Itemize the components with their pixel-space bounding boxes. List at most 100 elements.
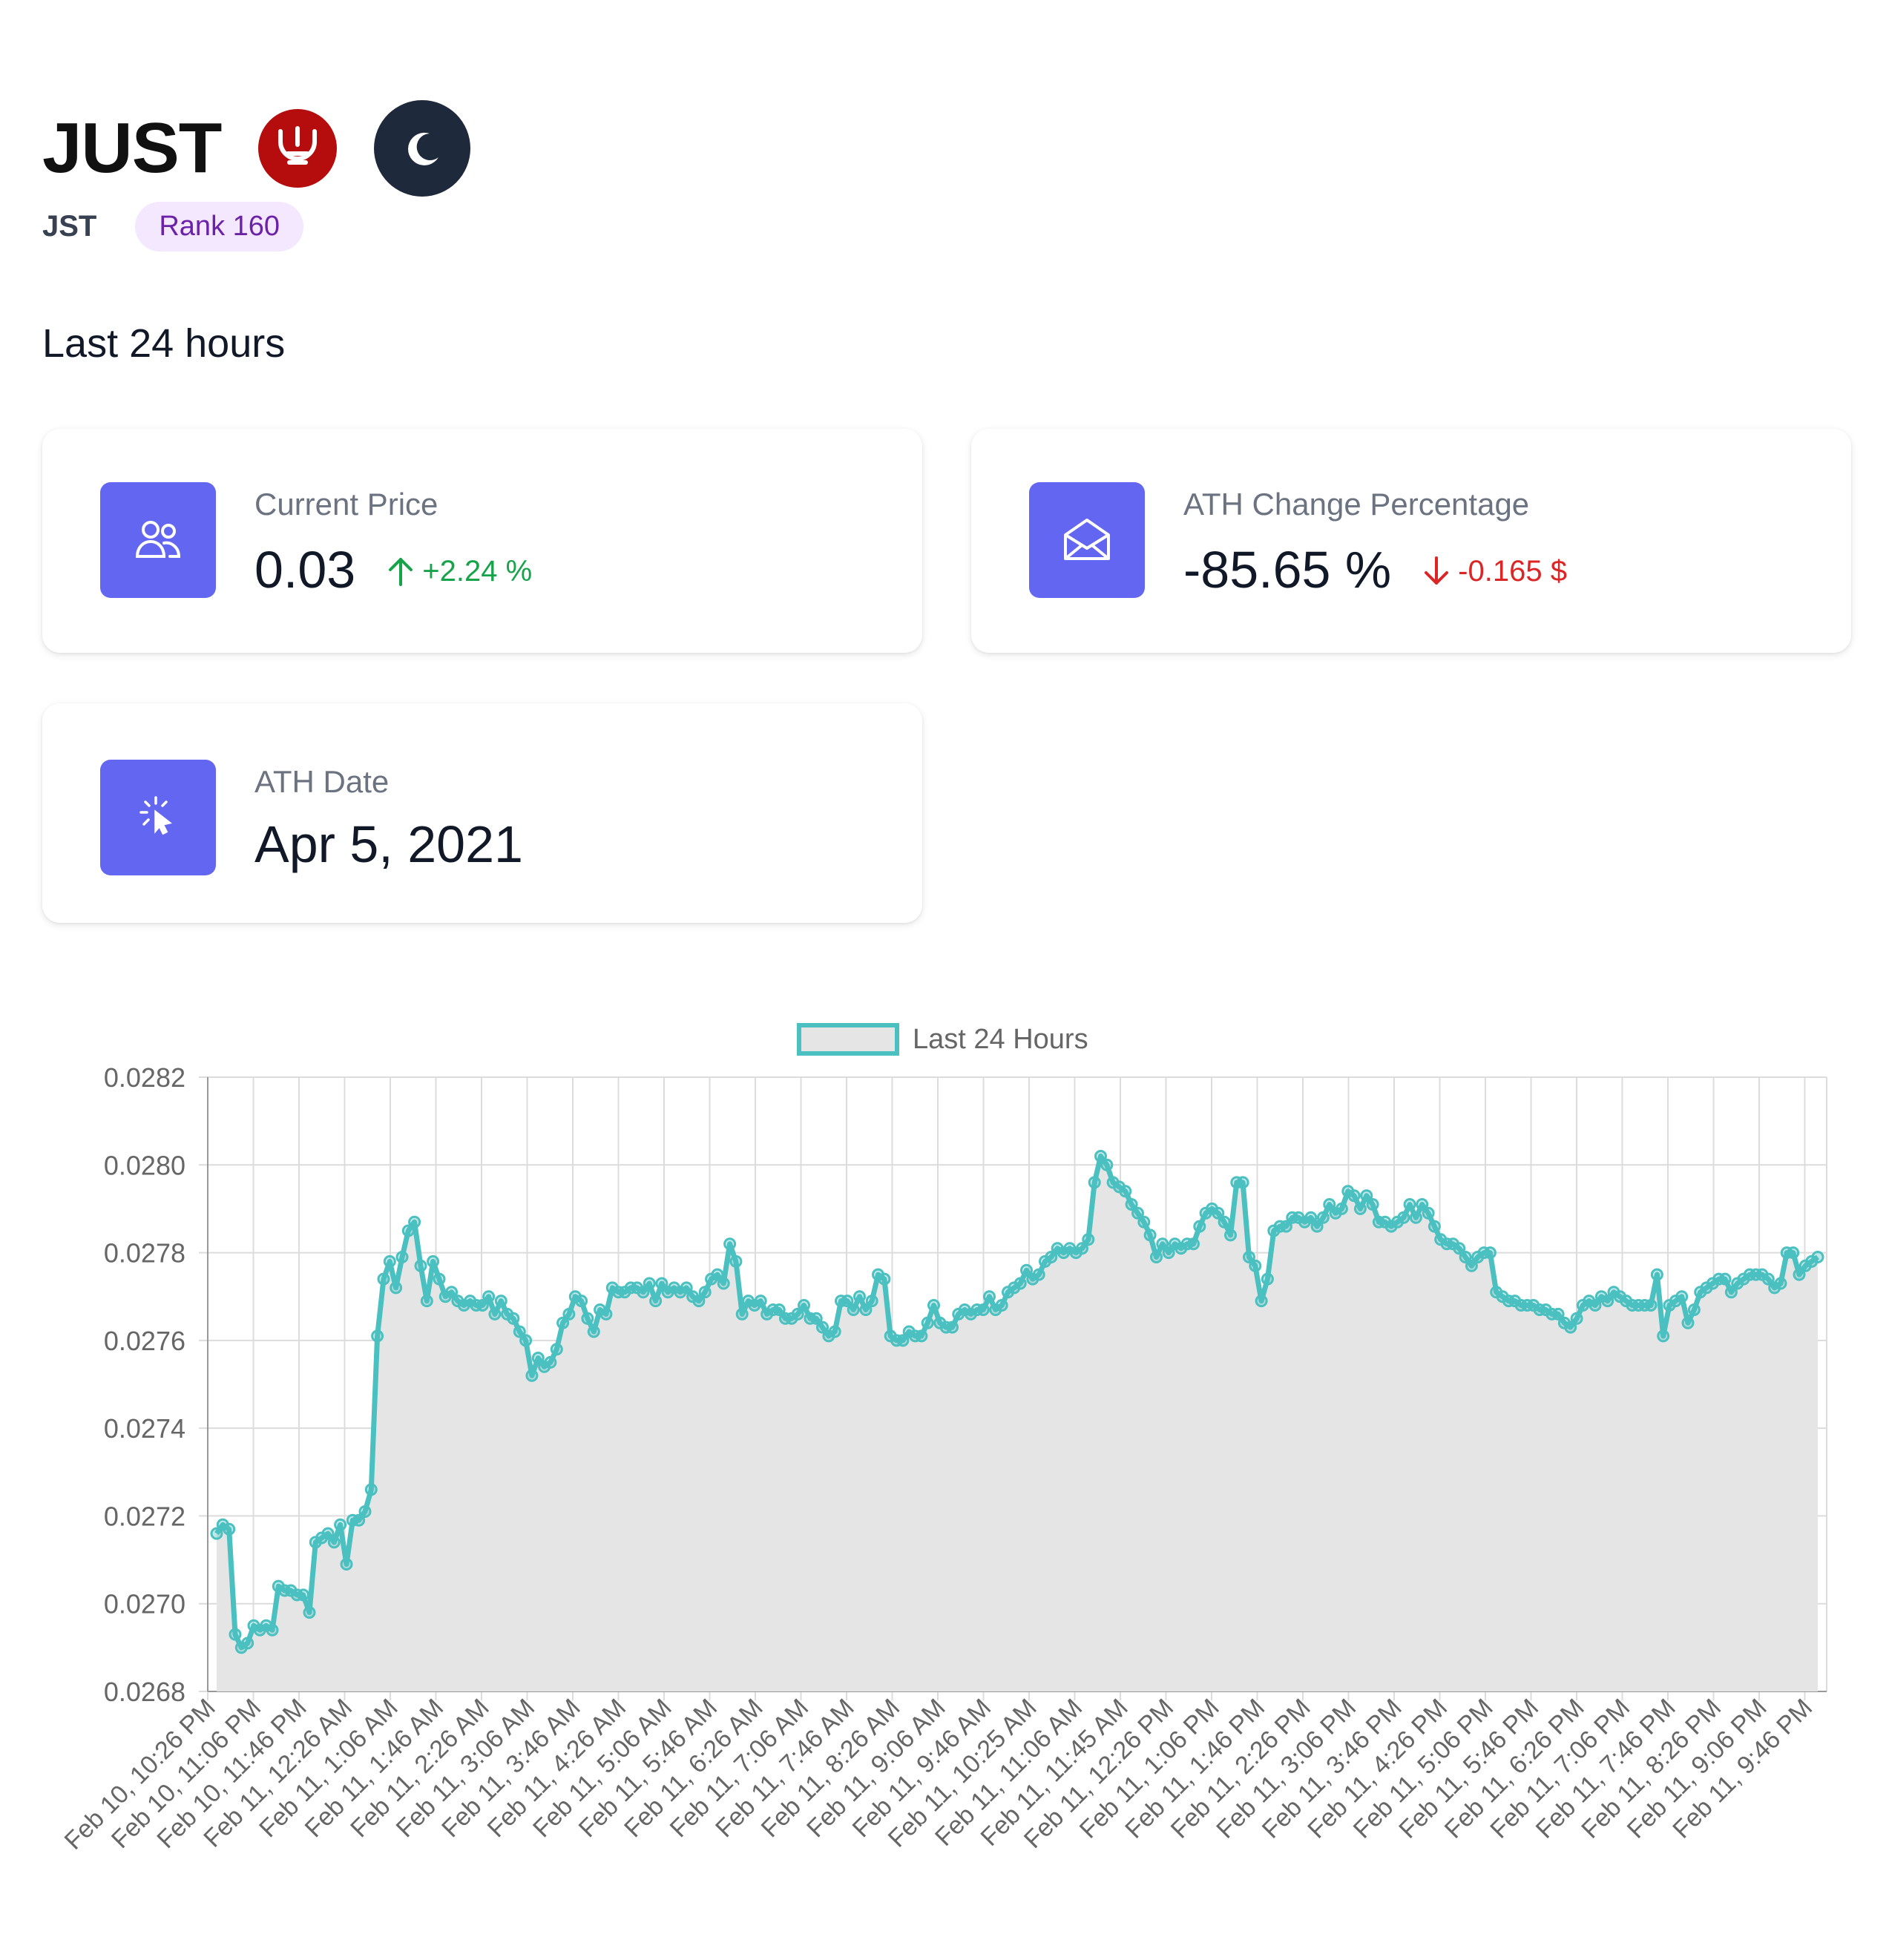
data-point[interactable] [297, 1588, 310, 1602]
data-point[interactable] [816, 1321, 829, 1334]
data-point[interactable] [791, 1307, 804, 1321]
data-point[interactable] [241, 1637, 254, 1650]
data-point[interactable] [1483, 1246, 1497, 1260]
data-point[interactable] [859, 1303, 873, 1316]
data-point[interactable] [1243, 1251, 1255, 1263]
data-point[interactable] [1131, 1206, 1144, 1220]
data-point[interactable] [1687, 1303, 1701, 1316]
data-point[interactable] [371, 1329, 384, 1343]
data-point[interactable] [581, 1312, 594, 1325]
data-point[interactable] [1564, 1321, 1577, 1334]
data-point[interactable] [1601, 1295, 1614, 1308]
data-point[interactable] [1304, 1211, 1318, 1224]
data-point[interactable] [513, 1325, 526, 1338]
data-point[interactable] [507, 1312, 520, 1325]
data-point[interactable] [1570, 1312, 1583, 1325]
data-point[interactable] [723, 1237, 737, 1251]
data-point[interactable] [587, 1325, 600, 1338]
data-point[interactable] [1774, 1277, 1787, 1290]
data-point[interactable] [946, 1321, 959, 1334]
data-point[interactable] [1323, 1198, 1336, 1211]
data-point[interactable] [377, 1272, 390, 1286]
data-point[interactable] [1360, 1189, 1373, 1203]
data-point[interactable] [1335, 1202, 1348, 1215]
data-point[interactable] [482, 1290, 496, 1303]
data-point[interactable] [1193, 1220, 1206, 1233]
data-point[interactable] [729, 1254, 743, 1268]
data-point[interactable] [420, 1295, 433, 1308]
data-point[interactable] [1143, 1229, 1157, 1242]
data-point[interactable] [878, 1272, 891, 1286]
data-point[interactable] [303, 1606, 316, 1619]
data-point[interactable] [1761, 1272, 1775, 1286]
data-point[interactable] [1422, 1206, 1435, 1220]
data-point[interactable] [754, 1295, 767, 1308]
data-point[interactable] [809, 1312, 823, 1325]
data-point[interactable] [476, 1299, 489, 1312]
data-point[interactable] [364, 1483, 378, 1496]
data-point[interactable] [1249, 1259, 1262, 1272]
data-point[interactable] [1224, 1229, 1237, 1242]
data-point[interactable] [550, 1343, 563, 1356]
data-point[interactable] [1650, 1268, 1663, 1281]
data-point[interactable] [865, 1295, 878, 1308]
data-point[interactable] [1119, 1185, 1132, 1198]
data-point[interactable] [210, 1527, 223, 1540]
data-point[interactable] [266, 1623, 279, 1637]
data-point[interactable] [340, 1558, 353, 1571]
data-point[interactable] [1347, 1189, 1361, 1203]
data-point[interactable] [1428, 1220, 1441, 1233]
data-point[interactable] [562, 1307, 576, 1321]
data-point[interactable] [1082, 1233, 1095, 1246]
data-point[interactable] [1156, 1237, 1169, 1251]
data-point[interactable] [649, 1295, 663, 1308]
data-point[interactable] [983, 1290, 996, 1303]
data-point[interactable] [1657, 1329, 1670, 1343]
data-point[interactable] [1255, 1295, 1268, 1308]
data-point[interactable] [1811, 1251, 1824, 1263]
data-point[interactable] [921, 1316, 934, 1329]
data-point[interactable] [544, 1355, 557, 1369]
data-point[interactable] [427, 1254, 440, 1268]
data-point[interactable] [976, 1303, 990, 1316]
data-point[interactable] [1453, 1242, 1466, 1255]
data-point[interactable] [1718, 1272, 1732, 1286]
data-point[interactable] [1045, 1251, 1058, 1263]
data-point[interactable] [1551, 1307, 1565, 1321]
data-point[interactable] [1724, 1286, 1738, 1299]
data-point[interactable] [735, 1307, 749, 1321]
data-point[interactable] [1675, 1290, 1689, 1303]
data-point[interactable] [798, 1299, 810, 1312]
data-point[interactable] [334, 1518, 347, 1531]
data-point[interactable] [433, 1272, 446, 1286]
data-point[interactable] [711, 1268, 724, 1281]
data-point[interactable] [1403, 1198, 1416, 1211]
data-point[interactable] [1397, 1211, 1410, 1224]
data-point[interactable] [327, 1536, 341, 1549]
data-point[interactable] [1162, 1246, 1175, 1260]
data-point[interactable] [853, 1290, 866, 1303]
data-point[interactable] [1125, 1198, 1138, 1211]
data-point[interactable] [1459, 1251, 1472, 1263]
data-point[interactable] [1137, 1215, 1151, 1229]
data-point[interactable] [494, 1295, 507, 1308]
data-point[interactable] [599, 1307, 613, 1321]
data-point[interactable] [1793, 1268, 1806, 1281]
data-point[interactable] [1316, 1211, 1330, 1224]
chart-legend[interactable]: Last 24 Hours [797, 1023, 1088, 1056]
data-point[interactable] [519, 1334, 533, 1347]
data-point[interactable] [841, 1295, 854, 1308]
data-point[interactable] [1353, 1202, 1367, 1215]
data-point[interactable] [995, 1299, 1008, 1312]
data-point[interactable] [1409, 1211, 1422, 1224]
data-point[interactable] [575, 1295, 588, 1308]
data-point[interactable] [556, 1316, 570, 1329]
data-point[interactable] [488, 1307, 502, 1321]
data-point[interactable] [1279, 1220, 1292, 1233]
data-point[interactable] [408, 1215, 421, 1229]
data-point[interactable] [1366, 1198, 1379, 1211]
data-point[interactable] [1261, 1272, 1274, 1286]
data-point[interactable] [847, 1303, 860, 1316]
data-point[interactable] [1094, 1150, 1107, 1162]
data-point[interactable] [223, 1522, 236, 1536]
